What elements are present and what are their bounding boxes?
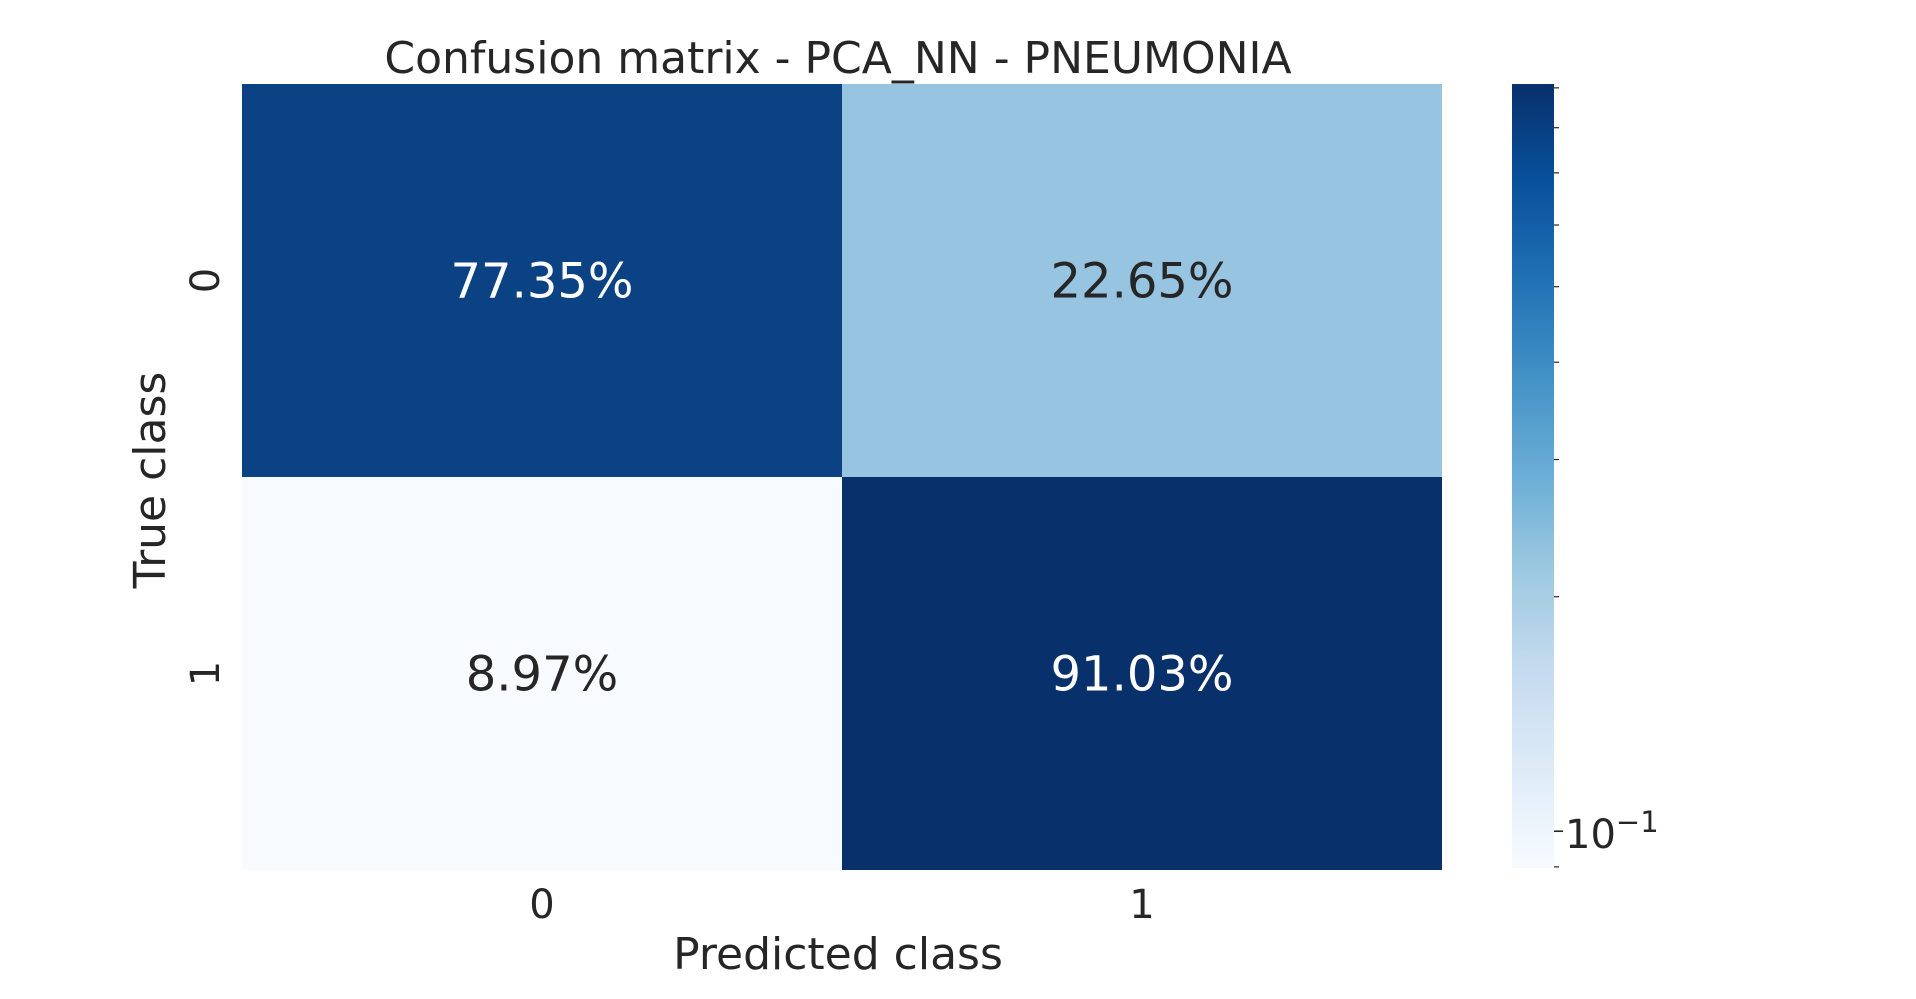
x-axis-label: Predicted class (673, 929, 1003, 980)
colorbar-tick-label: 10−1 (1565, 805, 1659, 858)
chart-title: Confusion matrix - PCA_NN - PNEUMONIA (384, 33, 1291, 84)
heatmap-cell-1-1 (842, 477, 1442, 870)
cell-value-label-0-0: 77.35% (450, 254, 633, 310)
cell-value-label-1-1: 91.03% (1050, 647, 1233, 703)
x-tick-label-0: 0 (529, 882, 554, 928)
y-tick-label-0: 0 (183, 268, 229, 293)
heatmap-cell-0-1 (842, 84, 1442, 477)
cell-value-label-0-1: 22.65% (1050, 254, 1233, 310)
colorbar (1512, 84, 1554, 868)
heatmap-cells: 77.35% 22.65% 8.97% 91.03% (242, 84, 1442, 870)
heatmap-cell-0-0 (242, 84, 842, 477)
colorbar-tick-exponent: −1 (1616, 805, 1659, 839)
cell-value-label-1-0: 8.97% (466, 647, 618, 703)
colorbar-ticks (1554, 87, 1563, 868)
y-tick-label-1: 1 (183, 661, 229, 686)
colorbar-tick-base: 10 (1565, 812, 1616, 858)
heatmap-cell-1-0 (242, 477, 842, 870)
y-tick-labels: 01 (183, 268, 229, 686)
y-axis-label: True class (125, 372, 176, 590)
x-tick-label-1: 1 (1129, 882, 1154, 928)
